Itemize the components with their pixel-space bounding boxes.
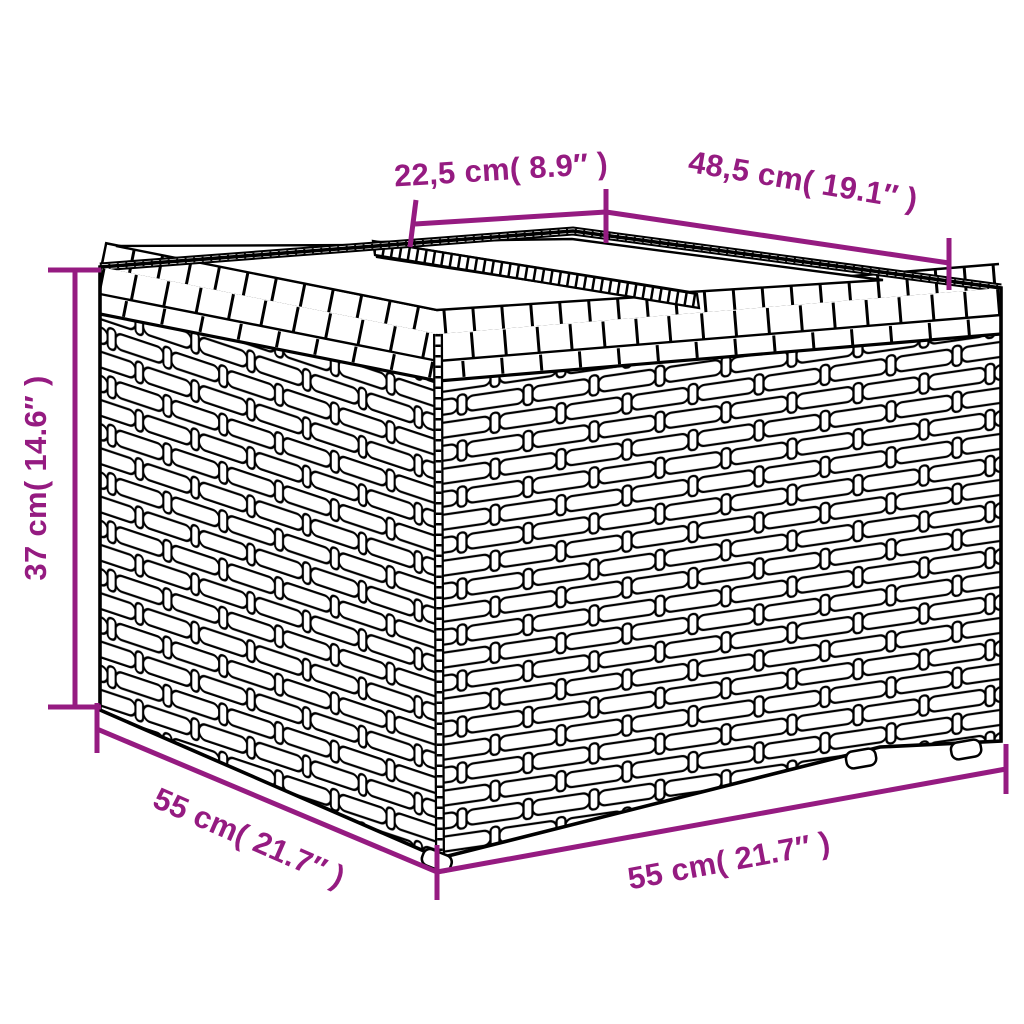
- side-top-rolls: [99, 267, 1002, 383]
- dimension-line-top-glass-length: [605, 209, 952, 290]
- table-outline: [98, 229, 1003, 860]
- front-corner-braid: [433, 333, 445, 859]
- dimension-lines: [48, 189, 1009, 900]
- dimension-line-depth: [94, 703, 438, 875]
- dimension-line-top-panel-width: [407, 189, 609, 248]
- table-left-face: [100, 267, 440, 858]
- dimension-label-height: 37 cm( 14.6″ ): [18, 375, 53, 581]
- table-right-face: [438, 288, 1001, 858]
- dimension-line-width: [434, 744, 1009, 900]
- dimension-line-height: [48, 267, 101, 710]
